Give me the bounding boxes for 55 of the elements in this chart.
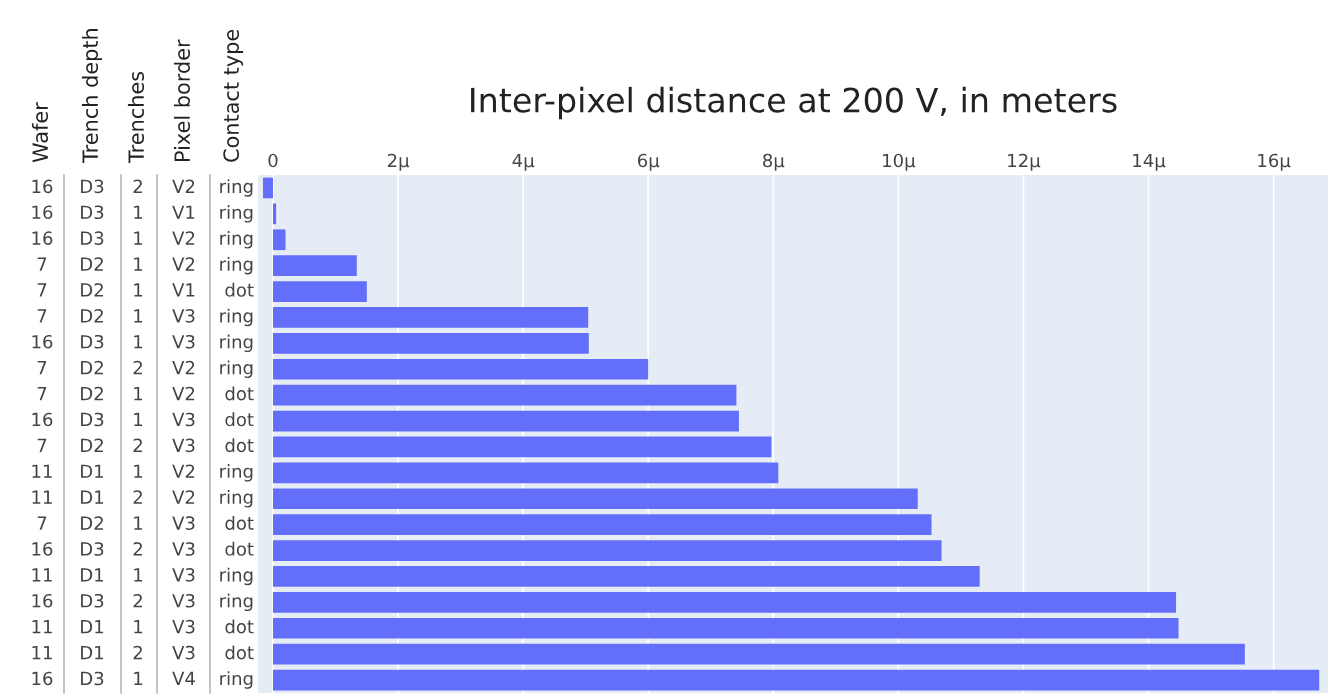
category-label: 16 D3 1 V3 ring <box>32 334 253 353</box>
bar <box>273 255 357 277</box>
x-tick-label: 8μ <box>763 153 785 171</box>
bar <box>273 229 286 251</box>
category-label: 16 D3 2 V2 ring <box>32 179 253 197</box>
bar <box>273 281 367 302</box>
x-tick-label: 14μ <box>1133 153 1166 171</box>
x-tick-label: 4μ <box>512 153 535 171</box>
bar <box>273 410 739 432</box>
category-label: 16 D3 1 V2 ring <box>32 231 253 249</box>
category-label: 16 D3 1 V1 ring <box>32 205 253 223</box>
category-label: 11 D1 1 V3 dot <box>32 619 254 634</box>
category-label: 11 D1 1 V3 ring <box>32 567 253 586</box>
x-tick-label: 6μ <box>638 153 660 171</box>
x-tick-label: 12μ <box>1008 153 1041 171</box>
category-label: 7 D2 2 V3 dot <box>37 438 254 453</box>
bar <box>273 643 1245 665</box>
bar <box>273 462 779 484</box>
category-label: 16 D3 1 V3 dot <box>32 412 254 427</box>
category-label: 7 D2 2 V2 ring <box>37 360 253 378</box>
category-label: 11 D1 2 V3 dot <box>32 645 254 660</box>
category-label: 7 D2 1 V3 ring <box>37 308 253 327</box>
bar <box>273 591 1177 613</box>
category-label: 7 D2 1 V2 dot <box>37 386 254 401</box>
category-label: 16 D3 2 V3 ring <box>32 593 253 612</box>
bar <box>273 540 942 561</box>
x-tick-label: 10μ <box>883 153 916 171</box>
bar <box>273 307 589 328</box>
bar <box>273 514 932 536</box>
category-label: 7 D2 1 V1 dot <box>37 282 254 297</box>
category-label: 16 D3 2 V3 dot <box>32 541 254 556</box>
bar <box>273 358 649 380</box>
category-label: 7 D2 1 V3 dot <box>37 515 254 530</box>
text: Trench depth <box>81 29 103 164</box>
bar <box>273 332 589 354</box>
x-tick-label: 0 <box>268 153 278 168</box>
text: Pixel border <box>173 39 191 161</box>
bar <box>273 566 980 587</box>
bar <box>273 488 918 510</box>
category-label: 7 D2 1 V2 ring <box>37 256 253 275</box>
bar <box>273 203 277 225</box>
text: Contact type <box>223 29 244 162</box>
text: Wafer <box>31 102 49 163</box>
bar <box>273 669 1320 691</box>
chart-title: Inter-pixel distance at 200 V, in meters <box>471 86 1117 120</box>
bar <box>273 617 1179 639</box>
x-tick-label: 16μ <box>1258 153 1291 171</box>
category-label: 11 D1 1 V2 ring <box>32 464 253 482</box>
bar <box>273 436 772 458</box>
x-tick-label: 2μ <box>387 153 410 171</box>
text: Trenches <box>127 71 145 164</box>
bar <box>263 177 274 199</box>
category-label: 11 D1 2 V2 ring <box>32 490 253 508</box>
bar <box>273 384 737 406</box>
category-label: 16 D3 1 V4 ring <box>32 671 253 689</box>
